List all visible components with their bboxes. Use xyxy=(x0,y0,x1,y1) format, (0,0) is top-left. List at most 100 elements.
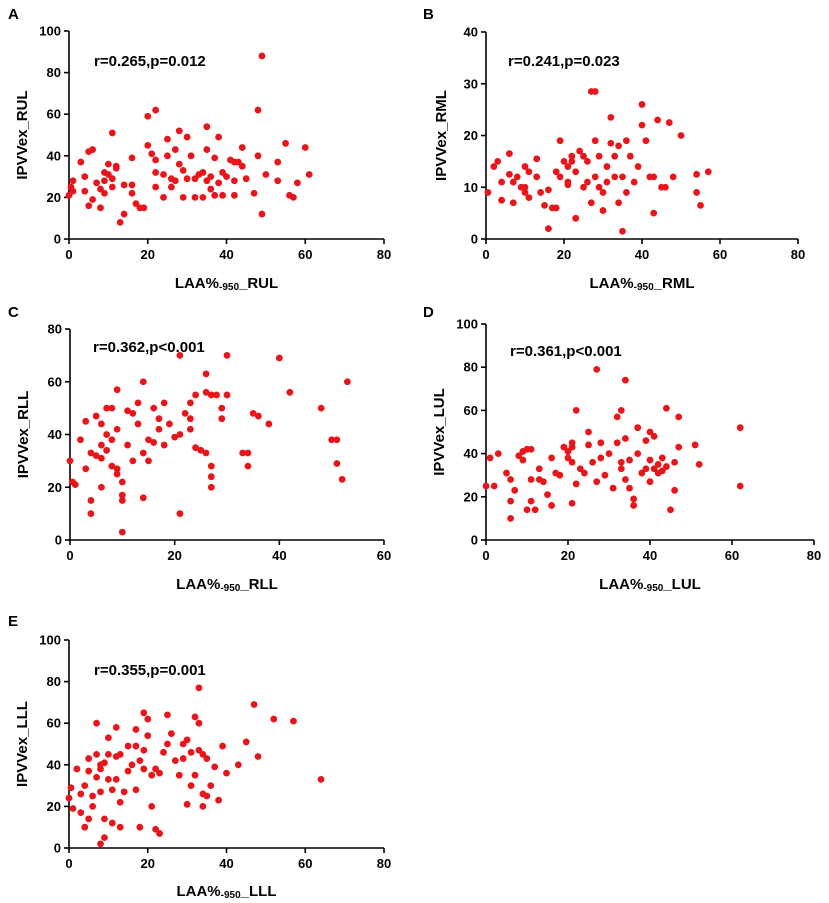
data-point xyxy=(92,412,100,420)
y-tick-label: 0 xyxy=(54,841,61,856)
data-point xyxy=(564,163,572,170)
data-point xyxy=(152,183,160,191)
data-point xyxy=(144,715,152,723)
data-point xyxy=(148,803,156,810)
data-point xyxy=(623,189,630,196)
data-point xyxy=(619,173,626,181)
y-tick-label: 40 xyxy=(464,446,478,461)
data-point xyxy=(630,502,637,509)
x-tick-label: 0 xyxy=(66,548,73,563)
data-point xyxy=(213,391,220,399)
data-point xyxy=(568,157,576,165)
x-tick-label: 80 xyxy=(377,247,391,262)
data-point xyxy=(704,168,712,176)
data-point xyxy=(179,194,187,201)
data-point xyxy=(576,465,584,473)
x-tick-label: 20 xyxy=(557,247,571,262)
data-point xyxy=(160,171,167,178)
x-tick-label: 0 xyxy=(482,247,489,262)
data-point xyxy=(521,183,529,191)
data-point xyxy=(203,123,211,131)
data-point xyxy=(65,794,73,802)
data-point xyxy=(93,719,100,727)
data-point xyxy=(112,723,120,731)
data-point xyxy=(585,441,592,449)
data-point xyxy=(597,454,605,462)
data-point xyxy=(537,189,544,196)
x-tick-label: 20 xyxy=(141,856,155,871)
data-point xyxy=(642,137,650,145)
data-point xyxy=(525,194,533,202)
data-point xyxy=(120,210,128,218)
x-axis-title: LAA%-950_LLL xyxy=(176,883,276,901)
data-point xyxy=(134,420,142,428)
data-point xyxy=(328,436,336,444)
data-point xyxy=(619,227,626,235)
data-point xyxy=(527,497,535,505)
data-point xyxy=(654,116,661,124)
y-axis-title: IPVVex_LLL xyxy=(14,701,31,787)
data-point xyxy=(509,178,517,186)
data-point xyxy=(139,449,147,457)
x-tick-label: 40 xyxy=(643,548,657,563)
data-point xyxy=(82,465,90,473)
data-point xyxy=(66,457,74,465)
x-tick-label: 0 xyxy=(65,247,72,262)
data-point xyxy=(617,407,625,414)
data-point xyxy=(568,152,576,160)
data-point xyxy=(662,183,669,191)
data-point xyxy=(97,788,104,796)
data-point xyxy=(108,462,116,470)
data-point xyxy=(192,391,200,399)
data-point xyxy=(77,436,84,444)
data-point xyxy=(176,510,184,518)
data-point xyxy=(568,443,576,451)
data-point xyxy=(599,189,607,196)
data-point xyxy=(101,815,108,823)
data-point xyxy=(597,439,605,447)
data-point xyxy=(124,441,131,449)
data-point xyxy=(98,420,105,428)
data-point xyxy=(124,742,132,750)
data-point xyxy=(160,748,167,756)
data-point xyxy=(145,436,152,444)
y-tick-label: 80 xyxy=(47,65,61,80)
data-point xyxy=(333,460,341,467)
data-point xyxy=(167,730,175,737)
data-point xyxy=(207,391,215,399)
data-point xyxy=(548,454,555,462)
y-tick-label: 0 xyxy=(471,533,478,548)
correlation-annotation: r=0.362,p<0.001 xyxy=(93,339,205,356)
data-point xyxy=(87,449,95,457)
x-tick-label: 60 xyxy=(298,856,312,871)
data-point xyxy=(601,471,609,479)
data-point xyxy=(152,169,160,176)
data-point xyxy=(533,173,541,181)
scatter-chart-a: A 0 20 40 60 80 100 0 20 40 60 80 IPVVex_RUL LAA%-950… xyxy=(8,6,391,293)
data-point xyxy=(155,425,163,433)
y-tick-label: 60 xyxy=(464,403,478,418)
data-point xyxy=(552,168,560,176)
x-axis-title: LAA%-950_RLL xyxy=(176,576,278,594)
x-tick-label: 0 xyxy=(65,856,72,871)
data-point xyxy=(275,354,283,362)
x-tick-label: 80 xyxy=(791,247,805,262)
data-point xyxy=(630,495,637,503)
data-point xyxy=(486,454,494,462)
data-point xyxy=(108,175,116,183)
data-point xyxy=(258,210,266,218)
data-point xyxy=(544,491,551,499)
data-point xyxy=(531,506,539,514)
data-point xyxy=(199,169,207,176)
data-point xyxy=(144,112,152,120)
data-point xyxy=(118,491,126,499)
data-point xyxy=(650,432,658,440)
panel-c: C 0 20 40 60 80 0 20 40 60 IPVVex_RLL LAA%-950_RLL r… xyxy=(0,300,414,605)
data-point xyxy=(187,152,195,160)
y-tick-label: 80 xyxy=(48,322,62,337)
data-point xyxy=(67,784,75,792)
data-point xyxy=(665,119,673,126)
data-point xyxy=(244,449,252,457)
data-point xyxy=(81,187,89,195)
data-point xyxy=(199,803,207,810)
